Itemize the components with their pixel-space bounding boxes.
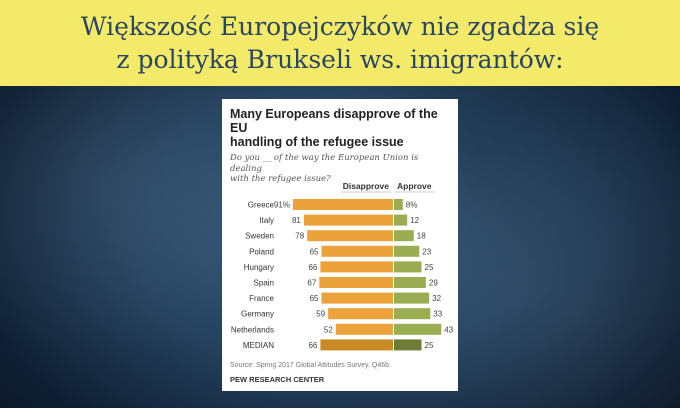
value-label-approve: 18 [417, 232, 426, 241]
chart-question-line-1: Do you __ of the way the European Union … [230, 153, 419, 174]
category-label: MEDIAN [243, 341, 274, 350]
bar-approve [394, 323, 442, 335]
value-label-approve: 25 [425, 263, 434, 272]
bar-approve [394, 339, 422, 351]
category-label: Spain [254, 279, 274, 288]
value-label-approve: 32 [432, 294, 441, 303]
value-label-approve: 8% [406, 201, 418, 210]
bar-approve [394, 214, 408, 226]
bar-disapprove [335, 323, 393, 335]
chart-source: Source: Spring 2017 Global Attitudes Sur… [230, 362, 391, 369]
bar-approve [394, 308, 431, 320]
value-label-disapprove: 81 [292, 216, 301, 225]
chart-card: Many Europeans disapprove of the EU hand… [222, 99, 458, 391]
bar-approve [394, 245, 420, 257]
value-label-approve: 43 [444, 325, 453, 334]
bar-approve [394, 230, 414, 242]
value-label-approve: 29 [429, 279, 438, 288]
bar-approve [394, 199, 403, 210]
value-label-disapprove: 66 [308, 263, 317, 272]
chart-question-line-2: with the refugee issue? [230, 174, 331, 184]
value-label-disapprove: 52 [324, 325, 333, 334]
bar-disapprove [307, 230, 393, 242]
bar-disapprove [321, 245, 393, 257]
value-label-disapprove: 66 [308, 341, 317, 350]
bar-disapprove [320, 261, 393, 273]
chart-title-line-2: handling of the refugee issue [230, 135, 404, 149]
headline-line-1: Większość Europejczyków nie zgadza się [80, 12, 600, 41]
category-label: Germany [241, 310, 274, 319]
value-label-approve: 33 [433, 310, 442, 319]
value-label-disapprove: 59 [316, 310, 325, 319]
category-label: Sweden [245, 232, 274, 241]
bar-disapprove [320, 339, 393, 351]
value-label-disapprove: 91% [274, 201, 290, 210]
value-label-disapprove: 65 [310, 294, 319, 303]
bar-approve [394, 277, 426, 288]
category-label: Italy [259, 216, 274, 225]
category-label: Netherlands [231, 325, 274, 334]
value-label-approve: 25 [425, 341, 434, 350]
bar-disapprove [319, 277, 393, 288]
legend-approve: Approve [397, 181, 432, 191]
value-label-disapprove: 67 [307, 279, 316, 288]
chart-title: Many Europeans disapprove of the EU hand… [230, 107, 452, 149]
chart-question: Do you __ of the way the European Union … [230, 153, 452, 185]
bar-chart: Disapprove Approve Greece 91% 8% Italy 81 12 Swe… [231, 181, 454, 351]
headline-line-2: z polityką Brukseli ws. imigrantów: [116, 45, 564, 74]
value-label-approve: 23 [422, 247, 431, 256]
bar-disapprove [292, 199, 393, 210]
value-label-disapprove: 65 [310, 247, 319, 256]
category-label: Poland [249, 247, 274, 256]
chart-org: PEW RESEARCH CENTER [230, 375, 325, 384]
value-label-approve: 12 [410, 216, 419, 225]
bar-disapprove [303, 214, 393, 226]
value-label-disapprove: 78 [295, 232, 304, 241]
bar-approve [394, 261, 422, 273]
chart-title-line-1: Many Europeans disapprove of the EU [230, 107, 438, 135]
bar-disapprove [328, 308, 393, 320]
category-label: France [249, 294, 274, 303]
headline-banner: Większość Europejczyków nie zgadza się z… [0, 0, 680, 86]
bar-disapprove [321, 292, 393, 304]
legend-disapprove: Disapprove [343, 181, 390, 191]
category-label: Greece [248, 201, 275, 210]
category-label: Hungary [244, 263, 274, 272]
bar-approve [394, 292, 430, 304]
